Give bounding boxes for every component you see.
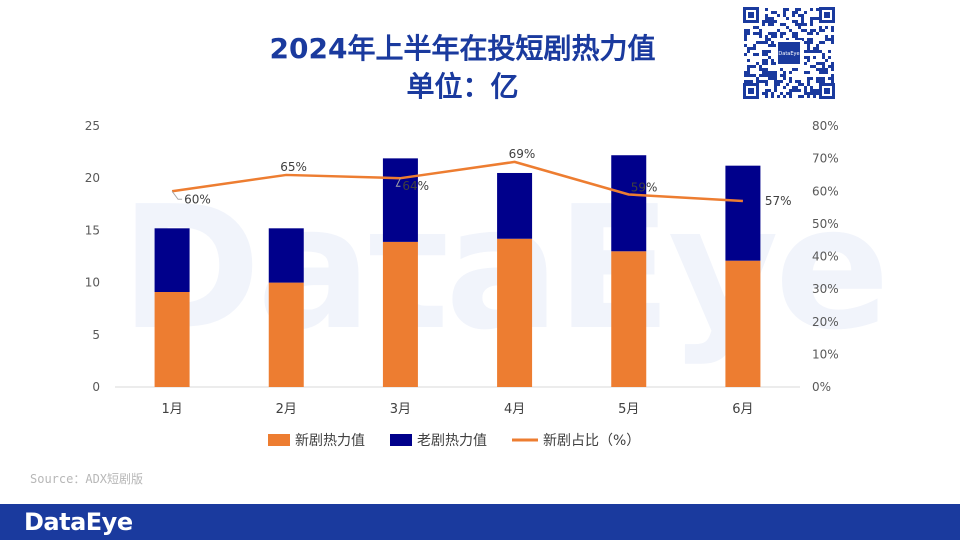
bar-new xyxy=(497,238,533,387)
y-right-tick-label: 20% xyxy=(812,315,839,329)
chart-title-line2: 单位：亿 xyxy=(406,70,519,103)
legend-label: 新剧占比（%） xyxy=(543,433,640,449)
line-data-label: 65% xyxy=(280,160,307,174)
x-tick-label: 5月 xyxy=(618,402,639,417)
x-tick-label: 3月 xyxy=(390,402,411,417)
footer-bar: DataEye xyxy=(0,504,960,540)
legend-swatch xyxy=(268,434,290,446)
chart-title-line1: 2024年上半年在投短剧热力值 xyxy=(269,32,656,65)
chart-title: 2024年上半年在投短剧热力值 单位：亿 xyxy=(0,30,925,106)
y-left-tick-label: 15 xyxy=(85,223,100,237)
bar-old xyxy=(497,172,533,239)
bar-old xyxy=(154,228,190,292)
y-right-tick-label: 40% xyxy=(812,250,839,264)
bar-new xyxy=(382,241,418,387)
legend-swatch xyxy=(390,434,412,446)
y-left-tick-label: 0 xyxy=(92,380,100,394)
y-right-tick-label: 30% xyxy=(812,282,839,296)
data-label-leader xyxy=(395,177,401,187)
x-tick-label: 2月 xyxy=(276,402,297,417)
bar-old xyxy=(382,158,418,242)
y-left-tick-label: 10 xyxy=(85,276,100,290)
bar-new xyxy=(725,260,761,387)
x-tick-label: 1月 xyxy=(161,402,182,417)
y-right-tick-label: 60% xyxy=(812,184,839,198)
line-data-label: 64% xyxy=(402,179,429,193)
qr-center-label: DataEye xyxy=(778,51,799,57)
legend-label: 新剧热力值 xyxy=(295,433,365,449)
bar-old xyxy=(268,228,304,283)
y-right-tick-label: 10% xyxy=(812,347,839,361)
bar-new xyxy=(611,251,647,387)
line-data-label: 69% xyxy=(509,147,536,161)
y-right-tick-label: 0% xyxy=(812,380,831,394)
y-right-tick-label: 80% xyxy=(812,119,839,133)
legend-label: 老剧热力值 xyxy=(417,433,487,449)
bar-old xyxy=(611,155,647,252)
source-note: Source：ADX短剧版 xyxy=(30,472,144,486)
data-label-leader xyxy=(171,190,183,200)
y-left-tick-label: 25 xyxy=(85,119,100,133)
y-right-tick-label: 50% xyxy=(812,217,839,231)
y-right-tick-label: 70% xyxy=(812,152,839,166)
x-tick-label: 4月 xyxy=(504,402,525,417)
y-left-tick-label: 20 xyxy=(85,171,100,185)
footer-logo: DataEye xyxy=(24,508,133,536)
bar-new xyxy=(154,291,190,387)
line-data-label: 57% xyxy=(765,194,792,208)
line-data-label: 60% xyxy=(184,192,211,206)
qr-code-icon: DataEye xyxy=(741,5,837,101)
x-tick-label: 6月 xyxy=(732,402,753,417)
bar-new xyxy=(268,282,304,387)
line-new-ratio xyxy=(171,160,743,203)
line-data-label: 59% xyxy=(631,181,658,195)
bar-old xyxy=(725,165,761,261)
y-left-tick-label: 5 xyxy=(92,328,100,342)
